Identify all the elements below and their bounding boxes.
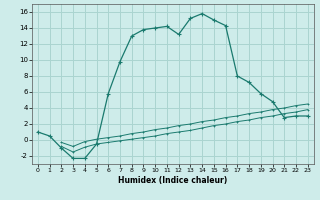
X-axis label: Humidex (Indice chaleur): Humidex (Indice chaleur) xyxy=(118,176,228,185)
